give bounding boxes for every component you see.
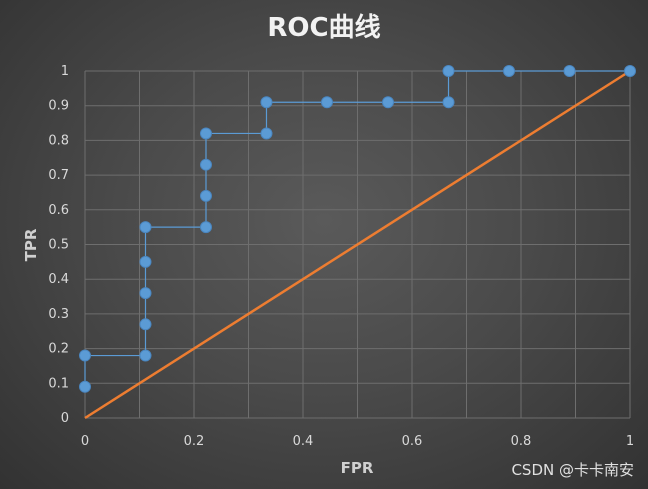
roc-data-point — [199, 189, 212, 202]
series-layer — [79, 65, 636, 420]
y-tick-label: 0.7 — [48, 168, 69, 183]
roc-data-point — [260, 127, 273, 140]
y-tick-label: 0.1 — [48, 376, 69, 391]
watermark: CSDN @卡卡南安 — [511, 461, 634, 479]
chart-title: ROC曲线 — [267, 13, 380, 43]
roc-data-point — [139, 349, 152, 362]
roc-data-point — [139, 287, 152, 300]
y-tick-labels: 0 0.1 0.2 0.3 0.4 0.5 0.6 0.7 0.8 0.9 1 — [48, 64, 69, 426]
diagonal-reference-line — [84, 69, 631, 420]
y-tick-label: 0.6 — [48, 203, 69, 218]
x-axis-label: FPR — [341, 459, 374, 477]
roc-data-point — [199, 221, 212, 234]
x-tick-label: 1 — [626, 434, 634, 449]
y-tick-label: 0.9 — [48, 99, 69, 114]
roc-data-point — [139, 318, 152, 331]
roc-data-point — [624, 65, 636, 77]
roc-data-point — [139, 221, 152, 234]
x-tick-label: 0.6 — [402, 434, 423, 449]
y-tick-label: 0 — [61, 411, 69, 426]
y-tick-label: 1 — [61, 64, 69, 79]
roc-data-point — [442, 96, 455, 109]
x-tick-label: 0.2 — [184, 434, 205, 449]
y-tick-label: 0.5 — [48, 238, 69, 253]
roc-data-point — [139, 255, 152, 268]
roc-data-point — [442, 65, 455, 77]
roc-data-point — [260, 96, 273, 109]
roc-data-point — [199, 158, 212, 171]
roc-data-point — [199, 127, 212, 140]
x-tick-label: 0.8 — [511, 434, 532, 449]
y-tick-label: 0.4 — [48, 272, 69, 287]
x-tick-label: 0.4 — [293, 434, 314, 449]
roc-data-point — [79, 380, 91, 393]
roc-data-point — [79, 349, 91, 362]
y-axis-label: TPR — [22, 228, 40, 261]
y-tick-label: 0.2 — [48, 342, 69, 357]
y-tick-label: 0.8 — [48, 133, 69, 148]
x-tick-label: 0 — [81, 434, 89, 449]
y-tick-label: 0.3 — [48, 307, 69, 322]
roc-data-point — [382, 96, 395, 109]
roc-data-point — [320, 96, 333, 109]
roc-data-point — [503, 65, 516, 77]
x-tick-labels: 0 0.2 0.4 0.6 0.8 1 — [81, 434, 634, 449]
roc-data-point — [563, 65, 576, 77]
